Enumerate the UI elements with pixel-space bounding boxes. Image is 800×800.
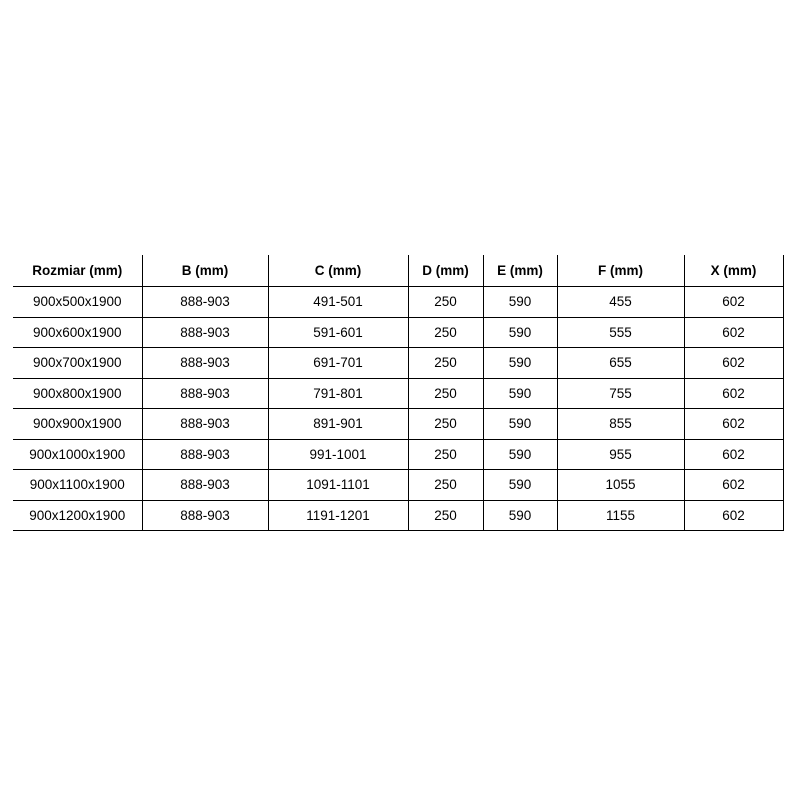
table-cell: 900x1200x1900 (13, 500, 143, 531)
column-header-c: C (mm) (268, 255, 409, 287)
column-header-d: D (mm) (408, 255, 484, 287)
table-cell: 250 (408, 317, 484, 348)
table-cell: 888-903 (142, 378, 269, 409)
column-header-rozmiar: Rozmiar (mm) (13, 255, 143, 287)
table-cell: 900x500x1900 (13, 286, 143, 318)
table-cell: 900x900x1900 (13, 408, 143, 440)
table-cell: 888-903 (142, 286, 269, 318)
table-row: 900x1000x1900 888-903 991-1001 250 590 955 602 (13, 439, 784, 470)
column-header-f: F (mm) (557, 255, 685, 287)
table-cell: 691-701 (268, 347, 409, 379)
table-body: 900x500x1900 888-903 491-501 250 590 455 602 90… (13, 286, 784, 531)
table-cell: 955 (557, 439, 685, 470)
table-cell: 250 (408, 408, 484, 440)
table-cell: 590 (483, 439, 558, 470)
table-cell: 250 (408, 439, 484, 470)
table-cell: 590 (483, 347, 558, 379)
table-cell: 655 (557, 347, 685, 379)
table-cell: 602 (684, 286, 784, 318)
table-cell: 491-501 (268, 286, 409, 318)
table-cell: 1055 (557, 469, 685, 501)
table-cell: 1155 (557, 500, 685, 531)
table-cell: 900x600x1900 (13, 317, 143, 348)
table-cell: 250 (408, 286, 484, 318)
table-cell: 590 (483, 317, 558, 348)
table-cell: 590 (483, 500, 558, 531)
table-cell: 250 (408, 378, 484, 409)
table-cell: 591-601 (268, 317, 409, 348)
table-cell: 602 (684, 378, 784, 409)
table-cell: 602 (684, 317, 784, 348)
table-cell: 855 (557, 408, 685, 440)
table-cell: 590 (483, 378, 558, 409)
table-cell: 888-903 (142, 347, 269, 379)
table-cell: 900x800x1900 (13, 378, 143, 409)
table-cell: 755 (557, 378, 685, 409)
table-cell: 602 (684, 469, 784, 501)
table-cell: 590 (483, 286, 558, 318)
column-header-x: X (mm) (684, 255, 784, 287)
table-cell: 791-801 (268, 378, 409, 409)
table-cell: 888-903 (142, 317, 269, 348)
table-cell: 900x700x1900 (13, 347, 143, 379)
table-header-row: Rozmiar (mm) B (mm) C (mm) D (mm) E (mm)… (13, 255, 784, 287)
table-cell: 900x1000x1900 (13, 439, 143, 470)
table-row: 900x1100x1900 888-903 1091-1101 250 590 1055 6… (13, 469, 784, 501)
table-cell: 888-903 (142, 439, 269, 470)
table-cell: 602 (684, 347, 784, 379)
table-row: 900x600x1900 888-903 591-601 250 590 555 602 (13, 317, 784, 348)
table-row: 900x500x1900 888-903 491-501 250 590 455 602 (13, 286, 784, 318)
column-header-e: E (mm) (483, 255, 558, 287)
table-row: 900x1200x1900 888-903 1191-1201 250 590 1155 6… (13, 500, 784, 531)
table-cell: 888-903 (142, 469, 269, 501)
table-row: 900x700x1900 888-903 691-701 250 590 655 602 (13, 347, 784, 379)
table-cell: 1091-1101 (268, 469, 409, 501)
table-row: 900x900x1900 888-903 891-901 250 590 855 602 (13, 408, 784, 440)
table-cell: 1191-1201 (268, 500, 409, 531)
table-cell: 888-903 (142, 500, 269, 531)
table-cell: 250 (408, 469, 484, 501)
table-cell: 602 (684, 500, 784, 531)
table-cell: 455 (557, 286, 685, 318)
table-cell: 590 (483, 408, 558, 440)
table-cell: 900x1100x1900 (13, 469, 143, 501)
table-cell: 891-901 (268, 408, 409, 440)
table-cell: 590 (483, 469, 558, 501)
table-cell: 250 (408, 347, 484, 379)
table-header: Rozmiar (mm) B (mm) C (mm) D (mm) E (mm)… (13, 255, 784, 287)
table-cell: 602 (684, 408, 784, 440)
table-cell: 555 (557, 317, 685, 348)
table-row: 900x800x1900 888-903 791-801 250 590 755 602 (13, 378, 784, 409)
dimensions-table-container: Rozmiar (mm) B (mm) C (mm) D (mm) E (mm)… (13, 255, 784, 531)
table-cell: 888-903 (142, 408, 269, 440)
dimensions-table: Rozmiar (mm) B (mm) C (mm) D (mm) E (mm)… (13, 255, 784, 531)
table-cell: 602 (684, 439, 784, 470)
column-header-b: B (mm) (142, 255, 269, 287)
table-cell: 250 (408, 500, 484, 531)
table-cell: 991-1001 (268, 439, 409, 470)
